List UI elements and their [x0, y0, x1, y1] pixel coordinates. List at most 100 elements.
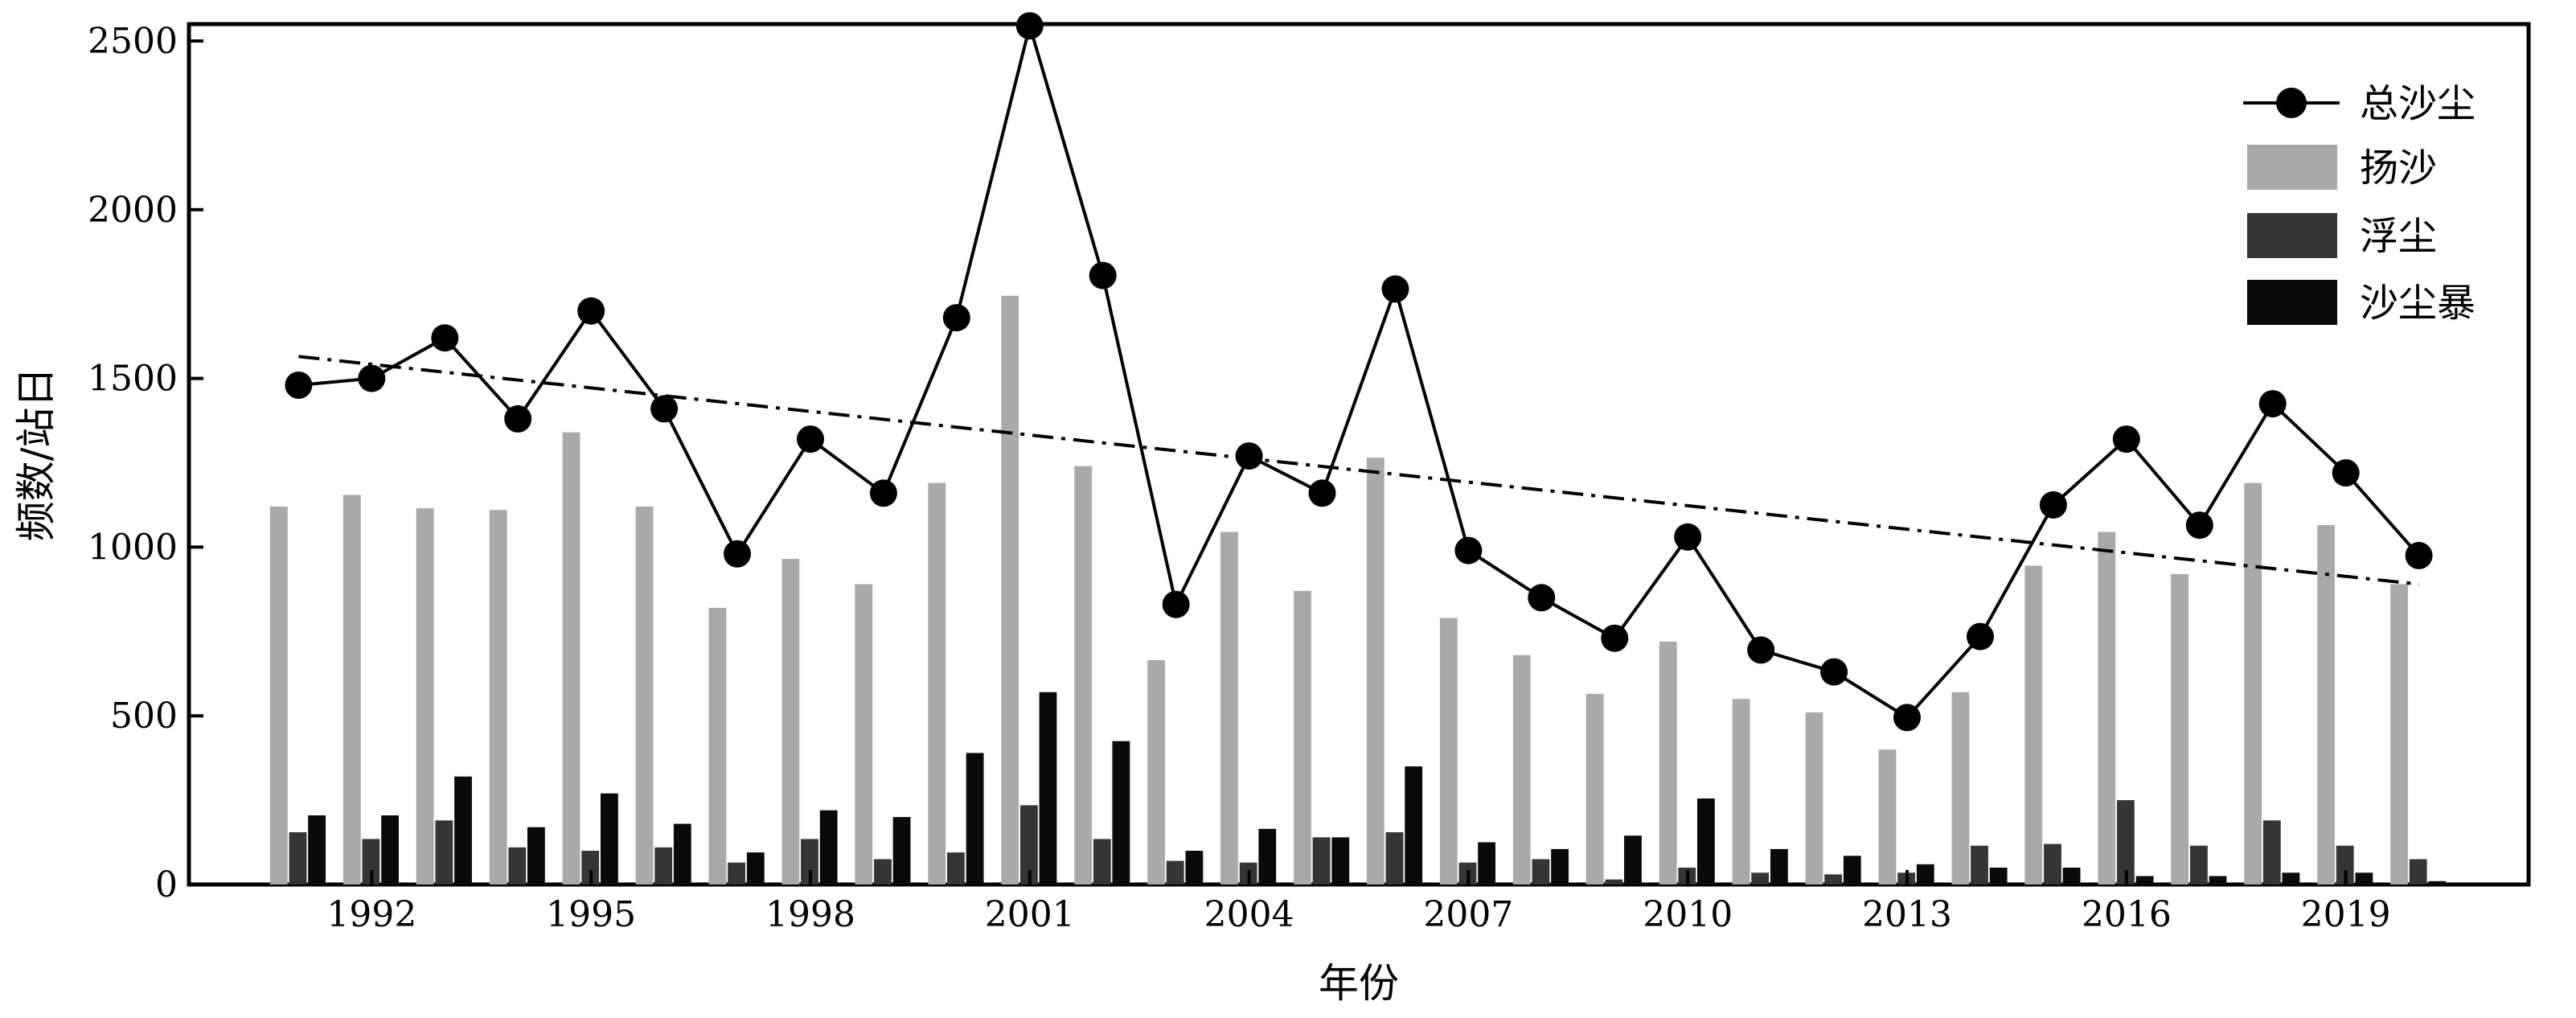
total-point-2013	[1893, 704, 1921, 732]
bar-blowing-sand-2019	[2317, 525, 2335, 885]
y-tick-label-1000: 1000	[88, 527, 178, 568]
bar-blowing-sand-2003	[1147, 660, 1165, 885]
bar-blowing-sand-1997	[708, 607, 727, 885]
trend-line	[298, 355, 2419, 586]
bar-floating-dust-2002	[1093, 839, 1111, 885]
bar-sandstorm-1994	[527, 827, 545, 885]
y-axis: 0 500 1000 1500 2000 2500	[88, 21, 203, 905]
total-point-2006	[1381, 275, 1409, 303]
bar-blowing-sand-2004	[1220, 532, 1238, 885]
legend-label-blowing-sand: 扬沙	[2360, 146, 2437, 191]
legend-swatch-floating-dust	[2247, 213, 2337, 258]
bar-sandstorm-2007	[1478, 842, 1495, 885]
bar-floating-dust-2009	[1605, 879, 1623, 885]
total-point-2003	[1162, 590, 1190, 618]
total-point-2012	[1820, 658, 1848, 686]
total-point-1993	[431, 324, 459, 352]
bar-sandstorm-2003	[1185, 851, 1204, 885]
bars-layer	[269, 295, 2447, 885]
bar-blowing-sand-2007	[1439, 618, 1458, 885]
bar-floating-dust-1999	[874, 859, 892, 885]
total-point-1995	[577, 297, 605, 325]
legend-label-sandstorm: 沙尘暴	[2360, 281, 2476, 326]
bar-sandstorm-2018	[2282, 872, 2300, 885]
total-point-2005	[1308, 479, 1336, 507]
x-tick-label-2001: 2001	[985, 894, 1075, 935]
bar-floating-dust-2005	[1312, 837, 1331, 885]
bar-sandstorm-1993	[454, 776, 472, 885]
bar-blowing-sand-2011	[1732, 699, 1750, 885]
total-point-2007	[1454, 536, 1483, 564]
x-tick-label-2010: 2010	[1643, 894, 1733, 935]
bar-blowing-sand-2012	[1805, 712, 1823, 885]
y-tick-label-2500: 2500	[88, 21, 178, 62]
total-point-2014	[1967, 622, 1994, 651]
bar-blowing-sand-1992	[343, 495, 361, 885]
y-tick-label-0: 0	[155, 864, 178, 905]
total-point-2010	[1674, 523, 1702, 551]
bar-sandstorm-2020	[2428, 880, 2447, 885]
x-tick-label-2016: 2016	[2082, 894, 2172, 935]
bar-floating-dust-1993	[435, 820, 453, 885]
x-tick-label-1995: 1995	[546, 894, 636, 935]
total-point-1991	[285, 371, 313, 399]
total-point-2018	[2258, 390, 2287, 418]
bar-sandstorm-2002	[1112, 741, 1130, 885]
bar-floating-dust-2000	[947, 852, 965, 885]
total-point-2009	[1601, 624, 1629, 652]
bar-blowing-sand-1991	[269, 507, 288, 885]
bar-sandstorm-2019	[2355, 872, 2373, 885]
total-point-2011	[1747, 636, 1775, 664]
total-line-layer	[285, 12, 2433, 732]
bar-floating-dust-2015	[2044, 844, 2061, 885]
bar-floating-dust-2008	[1532, 859, 1550, 885]
bar-sandstorm-2011	[1770, 848, 1788, 885]
bar-sandstorm-1995	[601, 793, 618, 885]
bar-sandstorm-1996	[673, 823, 691, 885]
bar-blowing-sand-2000	[928, 482, 946, 885]
bar-blowing-sand-2001	[1001, 295, 1019, 885]
bar-floating-dust-1996	[654, 847, 673, 885]
x-tick-label-2004: 2004	[1204, 894, 1294, 935]
total-point-2004	[1235, 442, 1263, 470]
bar-floating-dust-1998	[801, 839, 818, 885]
bar-blowing-sand-1999	[855, 584, 873, 885]
total-point-2017	[2185, 511, 2213, 540]
bar-sandstorm-1999	[892, 817, 911, 885]
y-tick-label-1500: 1500	[88, 359, 178, 400]
bar-floating-dust-2001	[1020, 805, 1038, 885]
bar-blowing-sand-2020	[2390, 584, 2408, 885]
total-point-2008	[1528, 584, 1556, 612]
x-tick-label-2007: 2007	[1423, 894, 1513, 935]
total-point-2015	[2039, 491, 2067, 519]
bar-floating-dust-1992	[362, 839, 380, 885]
total-point-2002	[1089, 261, 1117, 289]
plot-frame	[187, 22, 2531, 887]
bar-floating-dust-1994	[508, 847, 527, 885]
bar-sandstorm-1991	[308, 815, 326, 885]
bar-floating-dust-2019	[2336, 845, 2354, 885]
bar-blowing-sand-2002	[1074, 466, 1093, 885]
bar-sandstorm-2001	[1039, 692, 1057, 885]
x-tick-label-1998: 1998	[765, 894, 855, 935]
bar-floating-dust-2014	[1971, 845, 1988, 885]
bar-sandstorm-2013	[1916, 864, 1934, 885]
total-point-2001	[1015, 12, 1044, 40]
y-tick-label-2000: 2000	[88, 190, 178, 231]
bar-blowing-sand-1993	[416, 508, 434, 885]
bar-sandstorm-2016	[2135, 876, 2154, 885]
bar-floating-dust-2020	[2409, 859, 2427, 885]
legend: 总沙尘 扬沙 浮尘 沙尘暴	[2243, 81, 2476, 326]
bar-blowing-sand-2005	[1294, 590, 1311, 885]
bar-floating-dust-1995	[581, 851, 600, 885]
x-tick-label-2019: 2019	[2301, 894, 2391, 935]
bar-floating-dust-2003	[1166, 860, 1184, 885]
x-axis: 1992 1995 1998 2001 2004 2007 2010 2013 2016 2019	[326, 870, 2391, 935]
bar-blowing-sand-2008	[1512, 655, 1531, 885]
total-point-1994	[504, 404, 532, 433]
total-point-2000	[942, 304, 970, 332]
bar-sandstorm-2015	[2062, 868, 2081, 885]
bar-blowing-sand-2013	[1878, 749, 1897, 885]
bar-blowing-sand-1998	[781, 559, 800, 885]
